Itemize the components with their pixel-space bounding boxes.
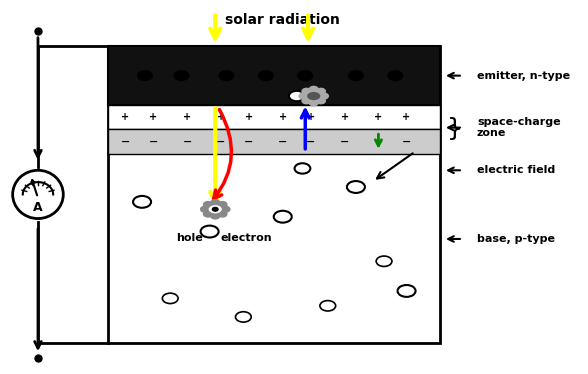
Circle shape xyxy=(299,93,308,99)
Text: base, p-type: base, p-type xyxy=(477,234,555,244)
Text: −: − xyxy=(244,137,253,147)
Text: electron: electron xyxy=(220,233,272,243)
Text: −: − xyxy=(374,137,383,147)
Bar xyxy=(108,105,440,129)
Circle shape xyxy=(319,93,328,99)
Circle shape xyxy=(201,206,209,212)
Circle shape xyxy=(349,71,363,80)
Text: +: + xyxy=(149,113,158,122)
Circle shape xyxy=(162,293,178,304)
Text: electric field: electric field xyxy=(477,165,555,175)
Circle shape xyxy=(302,98,311,104)
Bar xyxy=(108,46,440,343)
Circle shape xyxy=(376,256,392,266)
Circle shape xyxy=(295,163,310,174)
Text: +: + xyxy=(307,113,315,122)
Circle shape xyxy=(235,312,251,322)
Circle shape xyxy=(320,301,336,311)
Bar xyxy=(108,129,440,154)
Circle shape xyxy=(309,86,318,92)
Circle shape xyxy=(274,211,292,223)
Text: −: − xyxy=(306,137,316,147)
Circle shape xyxy=(219,71,234,80)
Text: hole: hole xyxy=(176,233,203,243)
Text: +: + xyxy=(340,113,349,122)
Circle shape xyxy=(203,211,213,217)
Circle shape xyxy=(174,71,189,80)
Text: −: − xyxy=(402,137,411,147)
Circle shape xyxy=(211,200,220,206)
FancyArrowPatch shape xyxy=(302,110,309,149)
Circle shape xyxy=(289,91,305,101)
Circle shape xyxy=(259,71,273,80)
Text: emitter, n-type: emitter, n-type xyxy=(477,71,570,81)
Circle shape xyxy=(138,71,152,80)
Circle shape xyxy=(221,206,230,212)
Text: −: − xyxy=(216,137,226,147)
Circle shape xyxy=(309,100,318,106)
Circle shape xyxy=(218,211,227,217)
Text: +: + xyxy=(217,113,225,122)
Text: −: − xyxy=(121,137,130,147)
FancyArrowPatch shape xyxy=(214,110,232,199)
Text: +: + xyxy=(403,113,410,122)
Text: +: + xyxy=(245,113,253,122)
Text: +: + xyxy=(375,113,382,122)
Text: space-charge
zone: space-charge zone xyxy=(477,117,560,138)
Text: +: + xyxy=(279,113,287,122)
Text: −: − xyxy=(149,137,158,147)
Circle shape xyxy=(397,285,416,297)
Circle shape xyxy=(203,202,213,208)
Text: +: + xyxy=(121,113,129,122)
Ellipse shape xyxy=(13,170,64,218)
Circle shape xyxy=(211,213,220,219)
Text: −: − xyxy=(340,137,349,147)
Circle shape xyxy=(212,208,218,211)
Text: solar radiation: solar radiation xyxy=(225,12,340,27)
Text: −: − xyxy=(182,137,192,147)
Text: −: − xyxy=(278,137,288,147)
Circle shape xyxy=(316,88,325,94)
Text: A: A xyxy=(33,201,43,214)
Text: +: + xyxy=(183,113,191,122)
FancyArrowPatch shape xyxy=(377,153,413,178)
Circle shape xyxy=(388,71,403,80)
Text: }: } xyxy=(446,117,463,141)
Circle shape xyxy=(347,181,365,193)
Circle shape xyxy=(316,98,325,104)
Circle shape xyxy=(298,71,313,80)
Circle shape xyxy=(306,91,321,101)
Bar xyxy=(108,46,440,105)
Circle shape xyxy=(133,196,151,208)
Circle shape xyxy=(201,226,219,237)
Circle shape xyxy=(218,202,227,208)
Circle shape xyxy=(302,88,311,94)
Circle shape xyxy=(208,205,222,214)
